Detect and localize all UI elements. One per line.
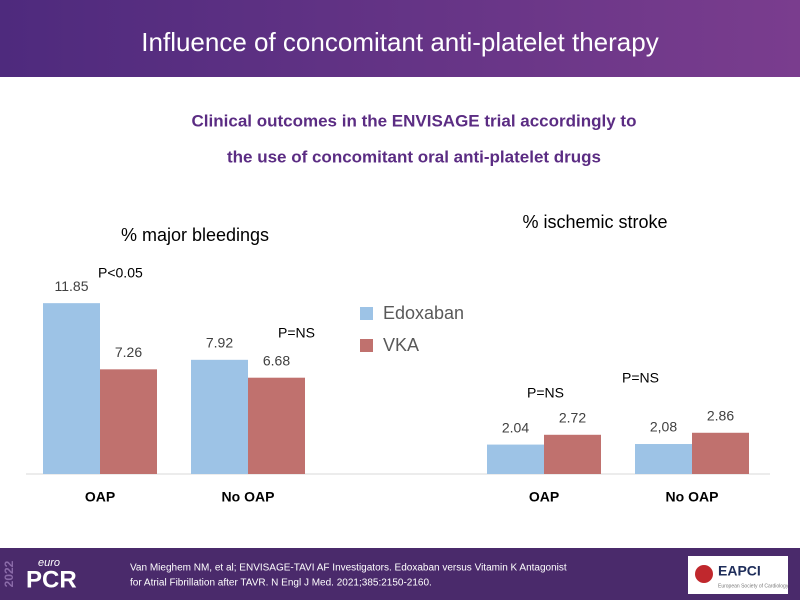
x-tick-label: No OAP [666,489,719,505]
data-label: 2,08 [650,419,677,435]
data-label: 11.85 [55,278,89,294]
legend-label: VKA [383,335,419,355]
bar [43,303,100,474]
data-label: 7.26 [115,344,142,360]
data-label: 6.68 [263,352,290,368]
badge: EAPCI [718,563,761,579]
annotation: P=NS [622,370,659,386]
header-bar [0,0,800,77]
chart: OAP 11.85 7.26 No OAP 7.92 6.68 OAP 2.04 2.72 No … [26,212,770,505]
annotation: P=NS [278,325,315,341]
annotation: % major bleedings [121,225,269,245]
subtitle: Clinical outcomes in the ENVISAGE trial … [192,111,637,130]
bar [191,359,248,474]
legend-swatch [360,339,373,352]
bar [100,369,157,474]
bar [692,432,749,474]
x-tick-label: No OAP [222,489,275,505]
annotation: P=NS [527,385,564,401]
logo: PCR [26,566,77,593]
subtitle: the use of concomitant oral anti-platele… [227,147,601,166]
data-label: 7.92 [206,335,233,351]
bar [635,444,692,474]
annotation: % ischemic stroke [522,212,667,232]
data-label: 2.72 [559,409,586,425]
slide-title: Influence of concomitant anti-platelet t… [141,27,658,57]
annotation: P<0.05 [98,265,143,281]
citation: Van Mieghem NM, et al; ENVISAGE-TAVI AF … [130,563,567,574]
x-tick-label: OAP [529,489,559,505]
bar [544,434,601,474]
legend-label: Edoxaban [383,303,464,323]
bar [248,377,305,474]
citation: for Atrial Fibrillation after TAVR. N En… [130,578,432,589]
x-tick-label: OAP [85,489,115,505]
legend-swatch [360,307,373,320]
logo-small: euro [38,557,60,569]
data-label: 2.86 [707,407,734,423]
data-label: 2.04 [502,419,529,435]
badge-sub: European Society of Cardiology [718,583,789,589]
logo-year: 2022 [2,560,16,587]
bar [487,444,544,474]
badge-icon [695,565,713,583]
footer-bar [0,548,800,600]
